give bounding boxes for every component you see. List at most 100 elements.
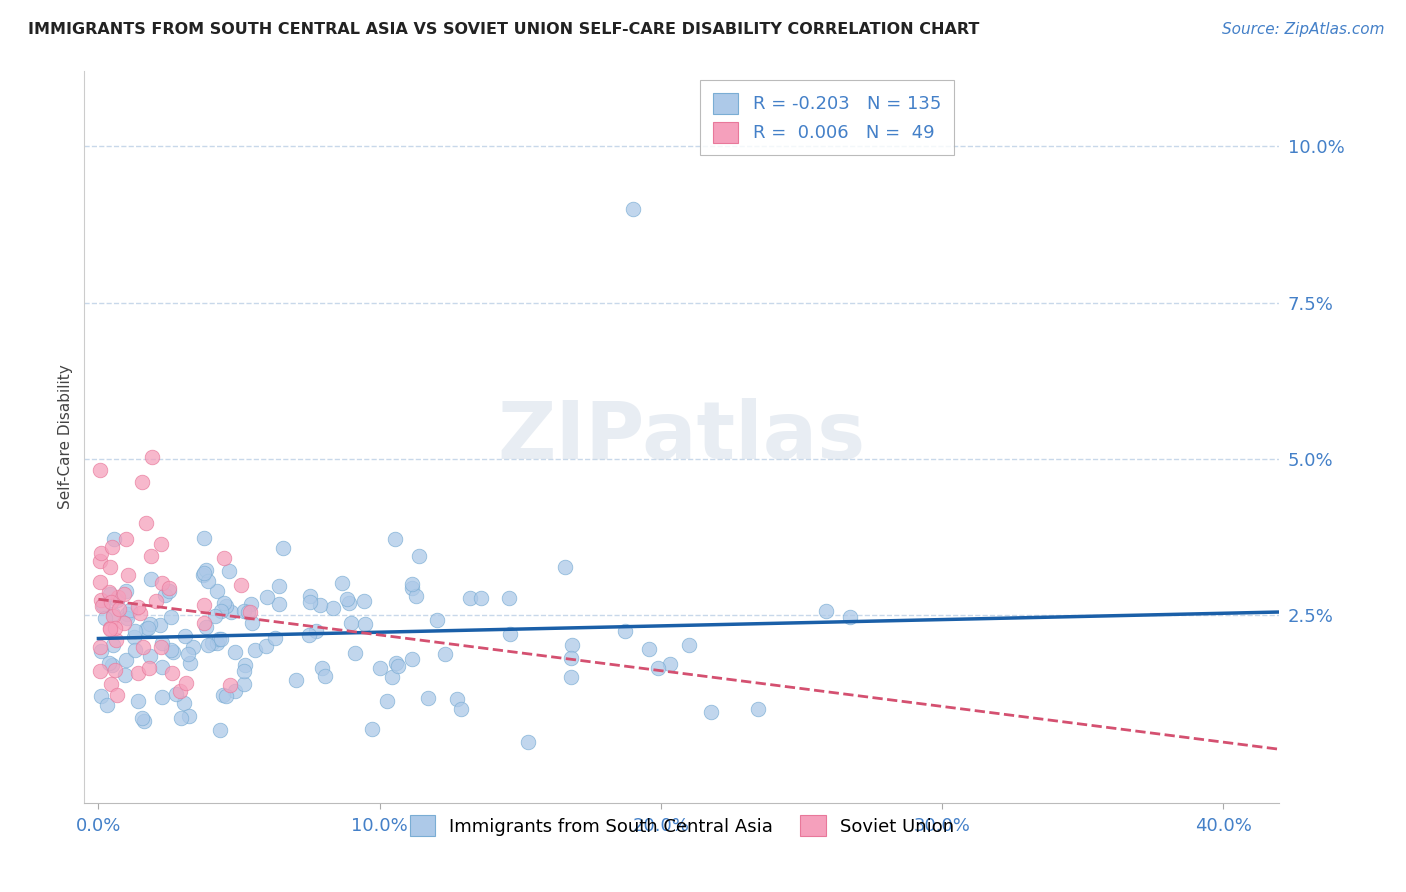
- Point: [239, 605, 262, 619]
- Point: [209, 604, 232, 618]
- Point: [314, 669, 336, 683]
- Point: [139, 549, 162, 564]
- Point: [747, 702, 769, 716]
- Point: [157, 581, 180, 595]
- Point: [814, 604, 837, 618]
- Point: [165, 687, 187, 701]
- Point: [470, 591, 492, 606]
- Point: [150, 575, 173, 590]
- Point: [174, 676, 197, 690]
- Point: [517, 735, 540, 749]
- Point: [360, 722, 382, 736]
- Point: [114, 668, 136, 682]
- Point: [155, 588, 177, 602]
- Point: [426, 613, 449, 627]
- Point: [124, 624, 146, 638]
- Point: [381, 670, 404, 684]
- Point: [104, 621, 127, 635]
- Point: [299, 589, 322, 603]
- Point: [212, 595, 235, 609]
- Point: [117, 567, 139, 582]
- Point: [124, 643, 146, 657]
- Point: [458, 591, 481, 605]
- Point: [405, 589, 427, 603]
- Point: [215, 599, 238, 613]
- Point: [193, 531, 215, 545]
- Point: [177, 647, 200, 661]
- Point: [150, 537, 173, 551]
- Point: [90, 644, 112, 658]
- Point: [179, 656, 201, 670]
- Point: [93, 598, 115, 612]
- Point: [107, 601, 129, 615]
- Point: [243, 642, 266, 657]
- Point: [401, 582, 423, 596]
- Point: [340, 616, 363, 631]
- Point: [239, 597, 262, 611]
- Point: [337, 597, 360, 611]
- Point: [204, 609, 226, 624]
- Point: [387, 659, 409, 673]
- Legend: Immigrants from South Central Asia, Soviet Union: Immigrants from South Central Asia, Sovi…: [401, 806, 963, 845]
- Point: [97, 584, 120, 599]
- Point: [401, 577, 423, 591]
- Point: [208, 632, 231, 647]
- Point: [160, 665, 183, 680]
- Point: [105, 632, 128, 647]
- Point: [678, 638, 700, 652]
- Point: [89, 462, 111, 476]
- Point: [141, 572, 163, 586]
- Point: [193, 568, 215, 582]
- Point: [233, 677, 256, 691]
- Point: [179, 708, 201, 723]
- Point: [135, 622, 157, 636]
- Point: [554, 560, 576, 574]
- Point: [236, 605, 259, 619]
- Point: [233, 658, 256, 673]
- Y-axis label: Self-Care Disability: Self-Care Disability: [58, 365, 73, 509]
- Point: [94, 611, 117, 625]
- Point: [174, 629, 197, 643]
- Text: IMMIGRANTS FROM SOUTH CENTRAL ASIA VS SOVIET UNION SELF-CARE DISABILITY CORRELAT: IMMIGRANTS FROM SOUTH CENTRAL ASIA VS SO…: [28, 22, 980, 37]
- Point: [385, 656, 408, 670]
- Point: [105, 688, 128, 702]
- Point: [115, 653, 138, 667]
- Point: [132, 640, 155, 654]
- Point: [141, 450, 163, 464]
- Point: [560, 670, 582, 684]
- Point: [450, 702, 472, 716]
- Point: [271, 541, 294, 556]
- Point: [353, 594, 375, 608]
- Point: [499, 626, 522, 640]
- Point: [368, 660, 391, 674]
- Point: [418, 691, 440, 706]
- Point: [149, 618, 172, 632]
- Point: [195, 563, 218, 577]
- Point: [181, 640, 204, 655]
- Point: [201, 636, 224, 650]
- Point: [224, 684, 246, 698]
- Point: [115, 607, 138, 621]
- Point: [98, 622, 121, 636]
- Point: [336, 591, 359, 606]
- Point: [298, 627, 321, 641]
- Point: [658, 657, 681, 671]
- Point: [112, 587, 135, 601]
- Point: [132, 714, 155, 728]
- Point: [90, 546, 112, 560]
- Point: [224, 645, 246, 659]
- Point: [139, 648, 162, 663]
- Point: [157, 583, 180, 598]
- Point: [131, 475, 153, 489]
- Point: [205, 584, 228, 599]
- Point: [101, 657, 124, 672]
- Point: [115, 584, 138, 599]
- Point: [498, 591, 520, 605]
- Point: [343, 646, 366, 660]
- Point: [135, 516, 157, 530]
- Point: [100, 594, 122, 608]
- Point: [107, 590, 129, 604]
- Point: [150, 636, 173, 650]
- Point: [150, 690, 173, 704]
- Point: [354, 616, 377, 631]
